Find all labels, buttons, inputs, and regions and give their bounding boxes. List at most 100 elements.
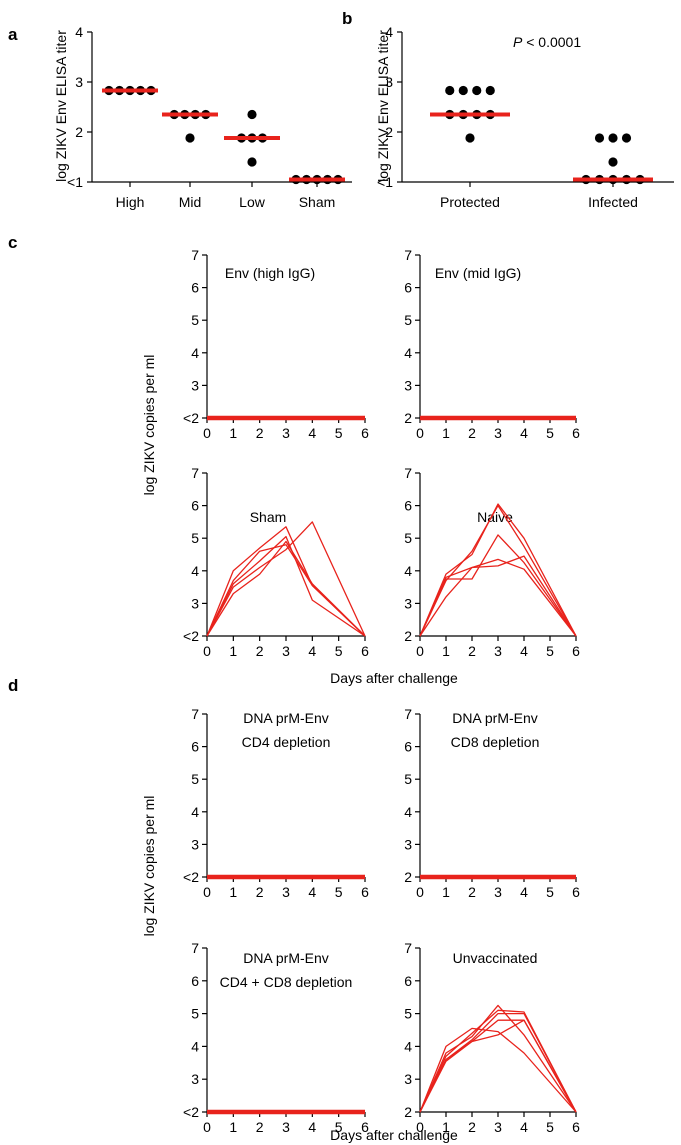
- b-y-tick-label: 4: [385, 24, 393, 40]
- panel-c-x-axis-title: Days after challenge: [330, 670, 458, 686]
- d1-title-line: CD4 depletion: [242, 734, 331, 750]
- c2-title: Env (mid IgG): [435, 265, 521, 281]
- c4-animal-trace: [419, 504, 577, 637]
- c3-animal-trace: [206, 540, 366, 637]
- d1-x-tick-label: 6: [361, 884, 369, 900]
- d2-y-tick-label: 2: [404, 869, 412, 885]
- panel-a-marks: [102, 85, 345, 185]
- b-data-point: [458, 85, 468, 96]
- b-x-tick-label: Protected: [440, 194, 500, 210]
- b-data-point: [608, 157, 618, 167]
- panel-a-y-axis-title: log ZIKV Env ELISA titer: [53, 30, 69, 182]
- panel-letter-a: a: [8, 25, 18, 44]
- d1-title-line: DNA prM-Env: [243, 710, 329, 726]
- c1-title-line: Env (high IgG): [225, 265, 315, 281]
- d3-x-tick-label: 0: [203, 1119, 211, 1135]
- d4-y-tick-label: 5: [404, 1006, 412, 1022]
- d2-x-tick-label: 2: [468, 884, 476, 900]
- d1-x-tick-label: 2: [256, 884, 264, 900]
- d3-x-tick-label: 6: [361, 1119, 369, 1135]
- panel-letter-d: d: [8, 676, 18, 695]
- d1-y-tick-label: 4: [191, 804, 199, 820]
- c2-y-tick-label: 7: [404, 247, 412, 263]
- d4-y-tick-label: 4: [404, 1038, 412, 1054]
- d1-x-tick-label: 3: [282, 884, 290, 900]
- d2-y-tick-label: 3: [404, 836, 412, 852]
- d2-x-tick-label: 6: [572, 884, 580, 900]
- c3-y-tick-label: 6: [191, 498, 199, 514]
- c1-y-tick-label: 7: [191, 247, 199, 263]
- b-data-point: [472, 85, 482, 96]
- panel-letter-c: c: [8, 233, 17, 252]
- d4-animal-trace: [419, 1019, 577, 1113]
- subplot-d1: <2 3 4 5 6 7 0 1 2 3 4 5 6 DNA prM-Env CD4 depletion: [183, 706, 369, 900]
- d3-y-tick-label: <2: [183, 1104, 199, 1120]
- c4-y-tick-label: 4: [404, 563, 412, 579]
- d3-x-tick-label: 4: [308, 1119, 316, 1135]
- c1-x-tick-label: 2: [256, 425, 264, 441]
- c4-animal-trace: [419, 534, 577, 637]
- c3-x-tick-label: 0: [203, 643, 211, 659]
- subplot-d4: 2 3 4 5 6 7 0 1 2 3 4 5 6 Unvaccinated: [404, 940, 580, 1135]
- b-y-tick-label: 3: [385, 74, 393, 90]
- panel-d-x-axis-title: Days after challenge: [330, 1127, 458, 1143]
- c4-x-tick-label: 1: [442, 643, 450, 659]
- c4-y-tick-label: 5: [404, 530, 412, 546]
- d3-y-tick-label: 5: [191, 1006, 199, 1022]
- c4-y-tick-label: 2: [404, 628, 412, 644]
- d3-y-tick-label: 3: [191, 1071, 199, 1087]
- panel-b-chart: log ZIKV Env ELISA titer P < 0.0001 <1 2 3…: [375, 24, 674, 210]
- c1-x-tick-label: 0: [203, 425, 211, 441]
- d1-y-tick-label: 7: [191, 706, 199, 722]
- d3-x-tick-label: 1: [229, 1119, 237, 1135]
- d1-x-tick-label: 5: [335, 884, 343, 900]
- d4-animal-trace: [419, 1009, 577, 1113]
- d4-x-tick-label: 5: [546, 1119, 554, 1135]
- d3-y-tick-label: 4: [191, 1038, 199, 1054]
- b-y-tick-label: <1: [377, 174, 393, 190]
- c3-x-tick-label: 2: [256, 643, 264, 659]
- d3-title-line: CD4 + CD8 depletion: [220, 974, 353, 990]
- c1-title: Env (high IgG): [225, 265, 315, 281]
- panel-b-y-axis-title: log ZIKV Env ELISA titer: [375, 30, 391, 182]
- c1-x-tick-label: 5: [335, 425, 343, 441]
- d2-x-tick-label: 4: [520, 884, 528, 900]
- d2-x-tick-label: 3: [494, 884, 502, 900]
- d4-x-tick-label: 2: [468, 1119, 476, 1135]
- panel-b-x-ticks: Protected Infected: [440, 182, 638, 210]
- c3-x-tick-label: 4: [308, 643, 316, 659]
- d1-x-tick-label: 1: [229, 884, 237, 900]
- c3-x-tick-label: 3: [282, 643, 290, 659]
- c2-x-tick-label: 0: [416, 425, 424, 441]
- a-data-point: [247, 157, 257, 167]
- c3-y-tick-label: 4: [191, 563, 199, 579]
- c1-y-tick-label: 3: [191, 377, 199, 393]
- d4-y-tick-label: 6: [404, 973, 412, 989]
- b-data-point: [465, 133, 475, 143]
- panel-b-marks: [430, 85, 653, 185]
- panel-a-x-ticks: High Mid Low Sham: [116, 182, 335, 210]
- d4-x-tick-label: 1: [442, 1119, 450, 1135]
- panel-b-p-value-annotation: P < 0.0001: [513, 34, 581, 50]
- d2-y-tick-label: 6: [404, 739, 412, 755]
- c2-y-tick-label: 2: [404, 410, 412, 426]
- panel-b-axes: [401, 32, 674, 183]
- a-y-tick-label: 3: [75, 74, 83, 90]
- c1-x-tick-label: 6: [361, 425, 369, 441]
- b-data-point: [445, 85, 455, 96]
- d3-title: DNA prM-Env CD4 + CD8 depletion: [220, 950, 353, 990]
- c3-title-line: Sham: [250, 509, 287, 525]
- d1-y-tick-label: <2: [183, 869, 199, 885]
- c1-y-tick-label: <2: [183, 410, 199, 426]
- d4-x-tick-label: 6: [572, 1119, 580, 1135]
- c4-x-tick-label: 4: [520, 643, 528, 659]
- c3-y-tick-label: 7: [191, 465, 199, 481]
- d3-x-tick-label: 5: [335, 1119, 343, 1135]
- d2-x-tick-label: 0: [416, 884, 424, 900]
- b-data-point: [608, 133, 618, 143]
- b-data-point: [594, 133, 605, 143]
- p-value-symbol: P: [513, 34, 523, 50]
- d3-y-tick-label: 6: [191, 973, 199, 989]
- c1-y-tick-label: 4: [191, 345, 199, 361]
